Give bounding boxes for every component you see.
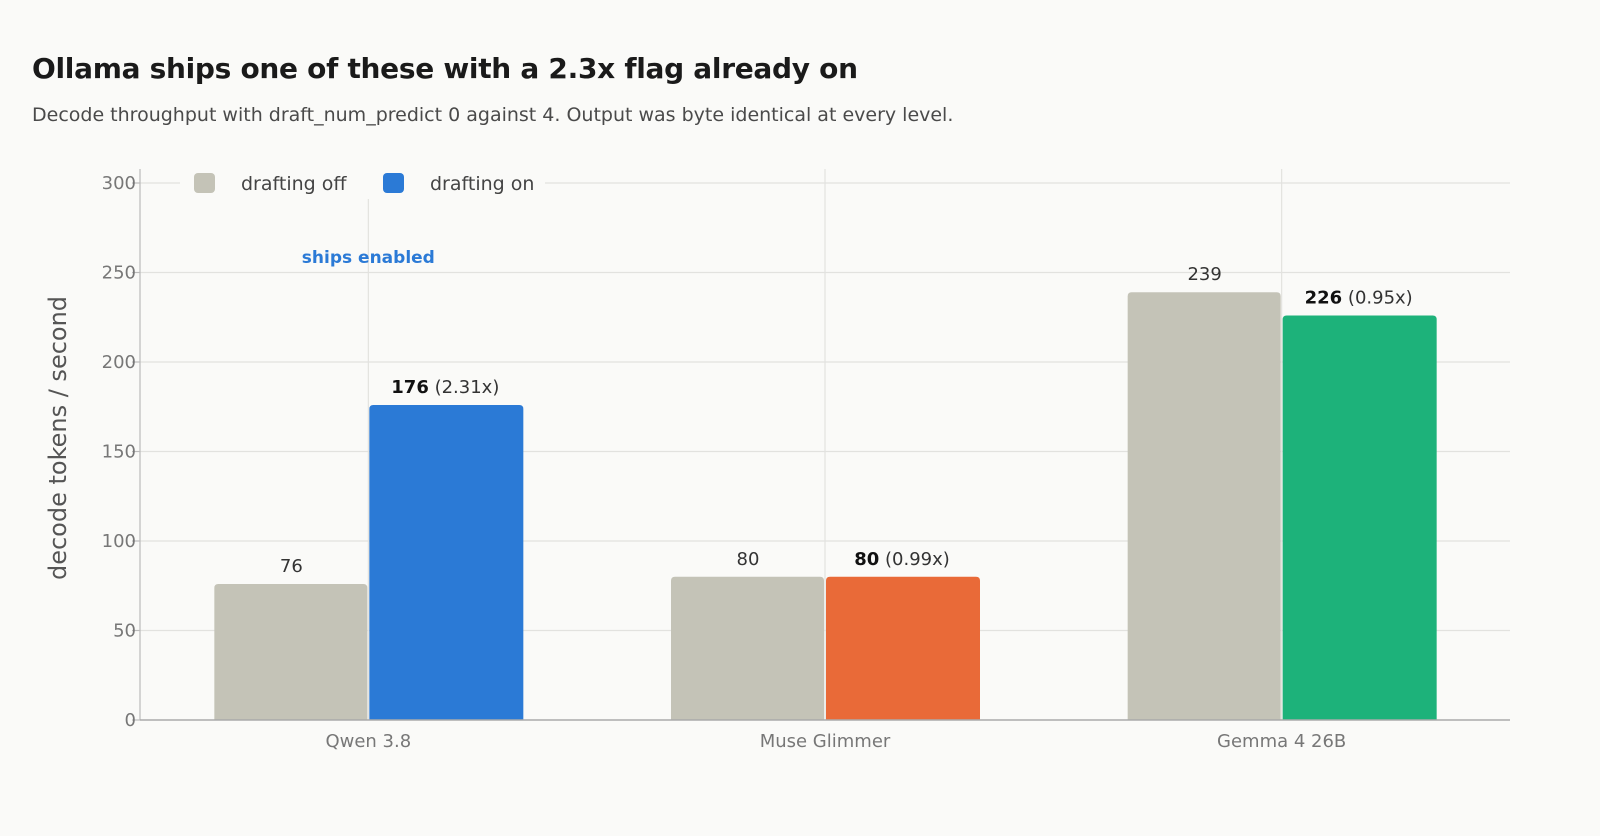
legend-background: [180, 165, 545, 199]
bars: [214, 292, 1437, 720]
x-tick-label: Qwen 3.8: [325, 731, 411, 752]
x-tick-label: Muse Glimmer: [760, 731, 891, 752]
value-label-drafting-off: 76: [280, 556, 303, 577]
axes: 0 50 100 150 200 250 300 Qwen 3.8 Muse Glimmer Ge…: [102, 169, 1510, 752]
y-tick-label: 0: [125, 710, 136, 731]
bar-drafting-on: [369, 404, 524, 720]
bar-drafting-on: [826, 576, 980, 720]
value-label-drafting-off: 239: [1187, 264, 1221, 285]
value-label-drafting-on: 176 (2.31x): [391, 377, 499, 398]
bar-drafting-off: [214, 583, 368, 720]
value-label-drafting-on: 226 (0.95x): [1305, 287, 1413, 308]
chart-subtitle: Decode throughput with draft_num_predict…: [32, 104, 954, 126]
y-tick-label: 150: [102, 442, 136, 463]
legend-label: drafting on: [430, 173, 534, 195]
y-tick-label: 300: [102, 173, 136, 194]
chart-title: Ollama ships one of these with a 2.3x fl…: [32, 52, 858, 85]
bar-drafting-on: [1282, 315, 1437, 720]
value-label-drafting-off: 80: [737, 549, 760, 570]
y-tick-label: 50: [113, 621, 136, 642]
annotation-ships-enabled: ships enabled: [302, 248, 435, 268]
y-tick-label: 200: [102, 352, 136, 373]
y-tick-label: 250: [102, 263, 136, 284]
legend-swatch: [194, 173, 215, 193]
value-label-drafting-on: 80 (0.99x): [854, 549, 950, 570]
bar-drafting-off: [671, 576, 824, 720]
legend: drafting off drafting on: [180, 165, 545, 199]
y-tick-label: 100: [102, 531, 136, 552]
y-axis-label: decode tokens / second: [44, 296, 72, 580]
bar-drafting-off: [1127, 292, 1281, 720]
legend-swatch: [383, 173, 404, 193]
x-tick-label: Gemma 4 26B: [1217, 731, 1346, 752]
value-labels: 76 176 (2.31x) 80 80 (0.99x) 239 226 (0.95x) s…: [280, 248, 1413, 577]
legend-label: drafting off: [241, 173, 347, 195]
